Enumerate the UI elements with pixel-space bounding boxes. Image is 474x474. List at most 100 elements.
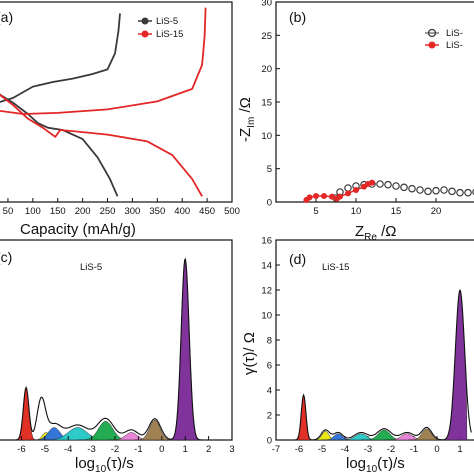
x-tick-label: 15 (391, 206, 402, 217)
y-tick-label: 20 (261, 64, 272, 75)
x-tick-label: -6 (295, 444, 303, 455)
y-tick-label: 14 (261, 261, 272, 272)
y-tick-label: 16 (261, 236, 272, 247)
scatter-point-red (369, 179, 375, 186)
x-tick-label: 500 (224, 206, 240, 217)
filled-peak-7 (134, 419, 176, 441)
x-tick-label: 3 (229, 444, 234, 455)
panel-b-ylabel-text: -Z (237, 128, 254, 142)
scatter-point-dark (416, 186, 424, 194)
scatter-point-dark (408, 184, 416, 193)
panel-d-title: LiS-15 (322, 262, 349, 273)
panel-c-x-ticks: -6 -5 -4 -3 -2 -1 0 1 2 3 (17, 436, 235, 455)
x-tick-label: 50 (3, 206, 14, 217)
scatter-point-red (313, 193, 319, 199)
series-line-lis-15-discharge (0, 93, 203, 197)
legend-b1-text: LiS- (446, 28, 463, 39)
x-tick-label: 20 (431, 206, 442, 217)
scatter-point-red (337, 193, 343, 200)
y-tick-label: 0 (267, 436, 272, 447)
series-line-lis-15-charge (0, 7, 207, 115)
x-tick-label: -3 (364, 444, 372, 455)
scatter-point-dark (424, 187, 432, 196)
panel-a-curves (0, 7, 207, 197)
x-tick-label: 450 (199, 206, 215, 217)
filled-peak-8 (169, 258, 202, 441)
x-tick-label: -2 (387, 444, 395, 455)
panel-c-peaks (0, 257, 204, 441)
y-tick-label: 15 (261, 98, 272, 109)
scatter-point-dark (376, 180, 384, 188)
x-tick-label: -7 (272, 444, 280, 455)
panel-a-label: (a) (0, 9, 13, 25)
panel-c-title: LiS-5 (80, 262, 102, 273)
scatter-point-red (321, 193, 327, 199)
y-tick-label: 8 (267, 336, 272, 347)
scatter-point-red (306, 194, 313, 201)
panel-a-x-axis-label: Capacity (mAh/g) (20, 221, 136, 238)
scatter-point-red (353, 187, 359, 193)
scatter-point-dark (392, 182, 400, 190)
legend-lis5-text: LiS-5 (156, 16, 178, 27)
scatter-point-dark (384, 180, 392, 189)
filled-peak-1 (294, 394, 313, 441)
scatter-point-dark (432, 186, 440, 195)
x-tick-label: 0 (434, 444, 439, 455)
envelope-line (0, 257, 204, 441)
panel-b-legend: LiS- LiS- (425, 28, 463, 51)
panel-b-x-axis-label: ZRe /Ω (355, 223, 397, 243)
x-tick-label: -4 (341, 444, 349, 455)
scatter-point-red (345, 190, 351, 197)
x-tick-label: 250 (100, 206, 116, 217)
y-tick-label: 10 (261, 131, 272, 142)
y-tick-label: 12 (261, 286, 272, 297)
envelope-line (276, 289, 472, 441)
panel-b-points (303, 179, 474, 203)
x-tick-label: -3 (87, 444, 95, 455)
series-line-lis-5-discharge (0, 93, 119, 197)
x-tick-label: 150 (50, 206, 66, 217)
panel-b-y-axis-label: -ZIm /Ω (237, 97, 257, 142)
y-tick-label: 6 (267, 361, 272, 372)
panel-d-y-ticks: 0 2 4 6 8 10 12 14 16 (261, 236, 280, 447)
scatter-point-red (329, 193, 335, 200)
y-tick-label: 10 (261, 311, 272, 322)
scatter-point-dark (400, 183, 408, 192)
x-tick-label: 5 (313, 206, 318, 217)
x-tick-label: 200 (75, 206, 91, 217)
legend-lis15-text: LiS-15 (156, 29, 183, 40)
panel-d-x-ticks: -7 -6 -5 -4 -3 -2 -1 0 1 (272, 436, 463, 455)
x-tick-label: -1 (134, 444, 142, 455)
x-tick-label: 100 (25, 206, 41, 217)
filled-peak-1 (14, 386, 38, 441)
y-tick-label: 2 (267, 411, 272, 422)
legend-b2-text: LiS- (446, 40, 463, 51)
x-tick-label: -5 (41, 444, 49, 455)
x-tick-label: -6 (17, 444, 25, 455)
panel-c-label: (c) (0, 249, 12, 265)
panel-d-y-axis-label: γ(τ)/ Ω (241, 332, 258, 375)
scatter-point-dark (456, 188, 464, 197)
x-tick-label: 300 (124, 206, 140, 217)
panel-b-plot-frame (275, 1, 474, 203)
x-tick-label: -2 (111, 444, 119, 455)
panel-d-x-axis-label: log10(τ)/s (346, 455, 405, 474)
x-tick-label: -5 (318, 444, 326, 455)
panel-c: (c) LiS-5 -6 -5 -4 -3 -2 -1 0 1 2 3 log10(τ)/s (0, 239, 235, 474)
x-tick-label: 1 (457, 444, 462, 455)
x-tick-label: 10 (351, 206, 362, 217)
x-tick-label: 400 (174, 206, 190, 217)
x-tick-label: 350 (149, 206, 165, 217)
y-tick-label: 4 (267, 386, 272, 397)
y-tick-label: 30 (261, 0, 272, 9)
scatter-point-dark (440, 186, 448, 194)
scatter-point-dark (344, 184, 352, 192)
series-line-lis-5-charge (0, 13, 121, 103)
panel-a-plot-frame (0, 1, 233, 203)
panel-b-x-ticks: 5 10 15 20 (313, 198, 441, 217)
scatter-point-dark (464, 188, 472, 197)
y-tick-label: 25 (261, 31, 272, 42)
